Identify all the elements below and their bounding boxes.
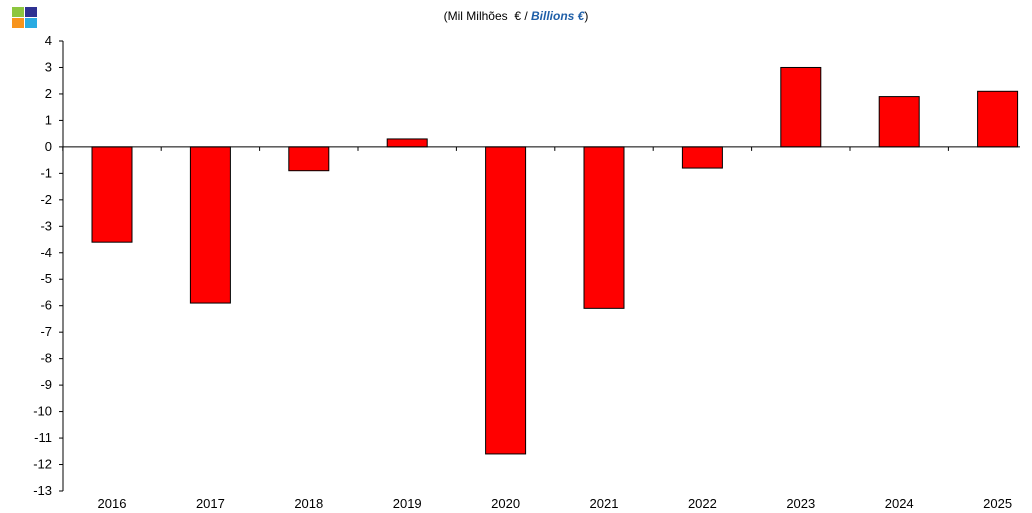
- y-tick-label: 1: [45, 112, 52, 127]
- bar-2023: [780, 66, 822, 148]
- y-tick-label: -1: [40, 165, 52, 180]
- x-tick-label: 2022: [688, 496, 717, 511]
- bar-2018: [288, 146, 330, 172]
- logo-square-orange: [12, 18, 24, 28]
- y-tick-label: 3: [45, 59, 52, 74]
- bar-2022: [681, 146, 723, 169]
- y-tick-label: -13: [33, 483, 52, 498]
- x-tick-label: 2018: [294, 496, 323, 511]
- bar-2025: [977, 90, 1019, 148]
- y-tick-label: -11: [34, 430, 52, 445]
- x-tick-label: 2024: [885, 496, 914, 511]
- x-tick-label: 2025: [983, 496, 1012, 511]
- y-tick-label: -10: [33, 404, 52, 419]
- y-tick-label: 2: [45, 86, 52, 101]
- y-tick-label: -8: [40, 351, 52, 366]
- y-tick-label: -4: [40, 245, 52, 260]
- x-tick-label: 2017: [196, 496, 225, 511]
- subtitle-english: Billions €: [531, 9, 585, 23]
- logo: [12, 7, 38, 29]
- y-tick-label: 4: [45, 33, 52, 48]
- y-tick-label: -5: [40, 271, 52, 286]
- y-tick-label: -2: [40, 192, 52, 207]
- logo-square-green: [12, 7, 24, 17]
- x-tick-label: 2016: [98, 496, 127, 511]
- y-tick-label: -3: [40, 218, 52, 233]
- x-tick-label: 2020: [491, 496, 520, 511]
- x-tick-label: 2019: [393, 496, 422, 511]
- x-tick-label: 2023: [786, 496, 815, 511]
- bar-2017: [189, 146, 231, 304]
- subtitle-suffix: ): [584, 9, 589, 23]
- subtitle-portuguese: (Mil Milhões € /: [443, 9, 531, 23]
- logo-square-cyan: [25, 18, 37, 28]
- bar-2020: [485, 146, 527, 455]
- chart-subtitle: (Mil Milhões € / Billions €): [0, 9, 1032, 23]
- x-tick-label: 2021: [590, 496, 619, 511]
- y-tick-label: -7: [40, 324, 52, 339]
- y-tick-label: -12: [33, 457, 52, 472]
- logo-square-navy: [25, 7, 37, 17]
- bar-2024: [878, 96, 920, 148]
- y-tick-label: -6: [40, 298, 52, 313]
- y-tick-label: -9: [40, 377, 52, 392]
- bar-2021: [583, 146, 625, 309]
- y-tick-label: 0: [45, 139, 52, 154]
- bar-2016: [91, 146, 133, 243]
- bar-2019: [386, 138, 428, 148]
